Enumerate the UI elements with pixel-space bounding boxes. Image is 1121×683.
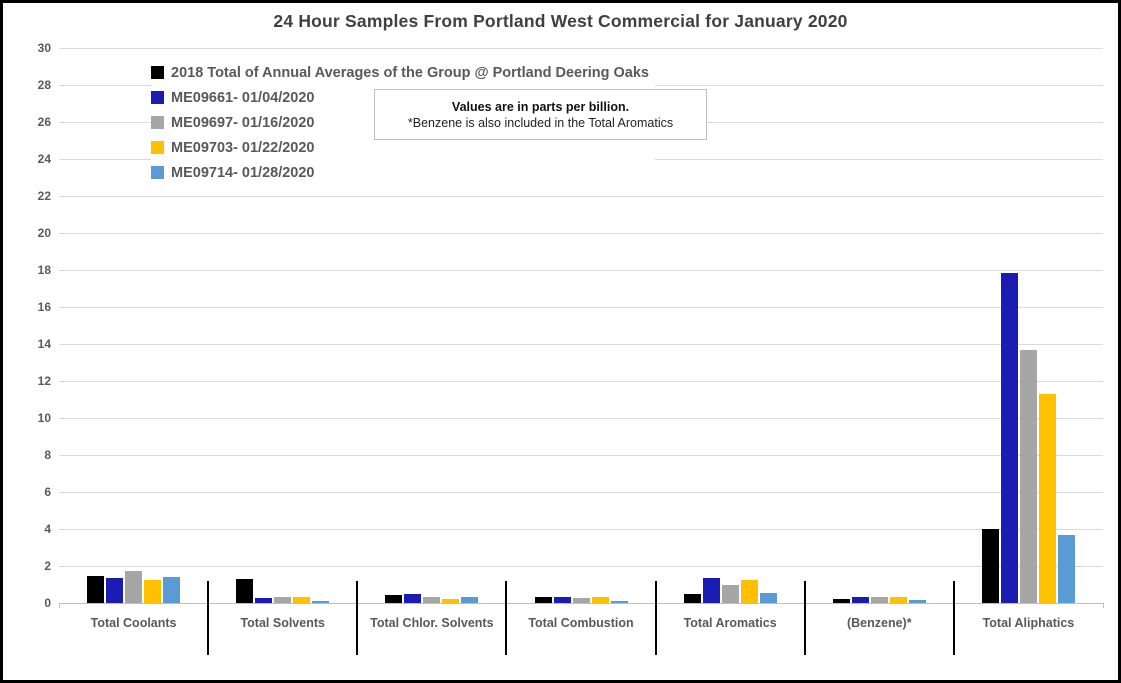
y-tick-label: 0: [44, 596, 51, 610]
legend-swatch-icon: [151, 66, 164, 79]
y-tick-label: 30: [37, 41, 51, 55]
bar-3-cat-5: [721, 584, 739, 603]
legend-item-1: 2018 Total of Annual Averages of the Gro…: [151, 60, 655, 85]
bar-2-cat-6: [851, 596, 869, 603]
gridline: [59, 455, 1103, 456]
bar-4-cat-6: [889, 597, 907, 603]
y-tick-label: 6: [44, 485, 51, 499]
y-tick-label: 24: [37, 152, 51, 166]
y-tick-label: 10: [37, 411, 51, 425]
axis-end-tick: [1103, 603, 1104, 608]
gridline: [59, 270, 1103, 271]
bar-4-cat-2: [293, 596, 311, 603]
bar-1-cat-7: [981, 529, 999, 603]
bar-5-cat-7: [1057, 535, 1075, 603]
legend-swatch-icon: [151, 141, 164, 154]
bar-2-cat-7: [1000, 272, 1018, 603]
bar-3-cat-2: [274, 597, 292, 603]
category-label: Total Coolants: [90, 616, 177, 630]
category-divider: [356, 581, 359, 655]
y-tick-label: 16: [37, 300, 51, 314]
category-label: Total Combustion: [528, 616, 634, 630]
y-tick-label: 20: [37, 226, 51, 240]
y-tick-label: 2: [44, 559, 51, 573]
bar-5-cat-3: [461, 597, 479, 603]
category-divider: [803, 581, 806, 655]
legend-item-label: ME09714- 01/28/2020: [171, 164, 315, 181]
bar-2-cat-5: [702, 578, 720, 603]
legend-item-label: ME09703- 01/22/2020: [171, 139, 315, 156]
category-label: Total Chlor. Solvents: [370, 616, 494, 630]
legend-item-label: 2018 Total of Annual Averages of the Gro…: [171, 64, 649, 81]
bar-1-cat-3: [385, 594, 403, 603]
bar-4-cat-7: [1038, 393, 1056, 603]
gridline: [59, 307, 1103, 308]
bar-2-cat-4: [553, 597, 571, 603]
gridline: [59, 196, 1103, 197]
gridline: [59, 48, 1103, 49]
legend-item-5: ME09714- 01/28/2020: [151, 160, 655, 185]
bar-5-cat-1: [163, 577, 181, 603]
legend-item-label: ME09661- 01/04/2020: [171, 89, 315, 106]
legend-item-label: ME09697- 01/16/2020: [171, 114, 315, 131]
bar-3-cat-1: [125, 570, 143, 603]
note-units-text: Values are in parts per billion.: [451, 99, 630, 114]
note-benzene-text: *Benzene is also included in the Total A…: [407, 115, 674, 130]
y-tick-label: 4: [44, 522, 51, 536]
category-label: Total Solvents: [240, 616, 325, 630]
bar-1-cat-6: [832, 599, 850, 603]
y-tick-label: 26: [37, 115, 51, 129]
chart-title: 24 Hour Samples From Portland West Comme…: [273, 11, 848, 31]
axis-end-tick: [59, 603, 60, 608]
bar-3-cat-6: [870, 597, 888, 603]
gridline: [59, 566, 1103, 567]
gridline: [59, 381, 1103, 382]
bar-5-cat-6: [908, 600, 926, 603]
y-tick-label: 8: [44, 448, 51, 462]
gridline: [59, 344, 1103, 345]
bar-1-cat-5: [683, 593, 701, 603]
category-label: Total Aromatics: [683, 616, 777, 630]
bar-1-cat-4: [534, 597, 552, 603]
category-divider: [952, 581, 955, 655]
category-divider: [654, 581, 657, 655]
bar-2-cat-2: [255, 598, 273, 603]
note-box: Values are in parts per billion. *Benzen…: [374, 89, 707, 140]
bar-1-cat-2: [236, 578, 254, 603]
bar-4-cat-4: [591, 597, 609, 603]
bar-4-cat-5: [740, 579, 758, 603]
bar-1-cat-1: [87, 576, 105, 603]
category-label: (Benzene)*: [846, 616, 912, 630]
bar-3-cat-4: [572, 598, 590, 603]
bar-4-cat-3: [442, 599, 460, 603]
category-divider: [505, 581, 508, 655]
legend-swatch-icon: [151, 116, 164, 129]
y-tick-label: 12: [37, 374, 51, 388]
legend-swatch-icon: [151, 91, 164, 104]
gridline: [59, 529, 1103, 530]
bar-5-cat-5: [759, 592, 777, 603]
bar-3-cat-3: [423, 596, 441, 603]
category-divider: [207, 581, 210, 655]
bar-4-cat-1: [144, 579, 162, 603]
y-tick-label: 22: [37, 189, 51, 203]
bar-5-cat-4: [610, 601, 628, 603]
bar-3-cat-7: [1019, 349, 1037, 603]
bar-2-cat-3: [404, 593, 422, 603]
legend-swatch-icon: [151, 166, 164, 179]
gridline: [59, 492, 1103, 493]
y-tick-label: 14: [37, 337, 51, 351]
gridline: [59, 233, 1103, 234]
y-tick-label: 28: [37, 78, 51, 92]
x-axis-line: [59, 603, 1103, 604]
bar-2-cat-1: [106, 578, 124, 603]
bar-5-cat-2: [312, 601, 330, 603]
gridline: [59, 418, 1103, 419]
y-tick-label: 18: [37, 263, 51, 277]
category-label: Total Aliphatics: [982, 616, 1075, 630]
